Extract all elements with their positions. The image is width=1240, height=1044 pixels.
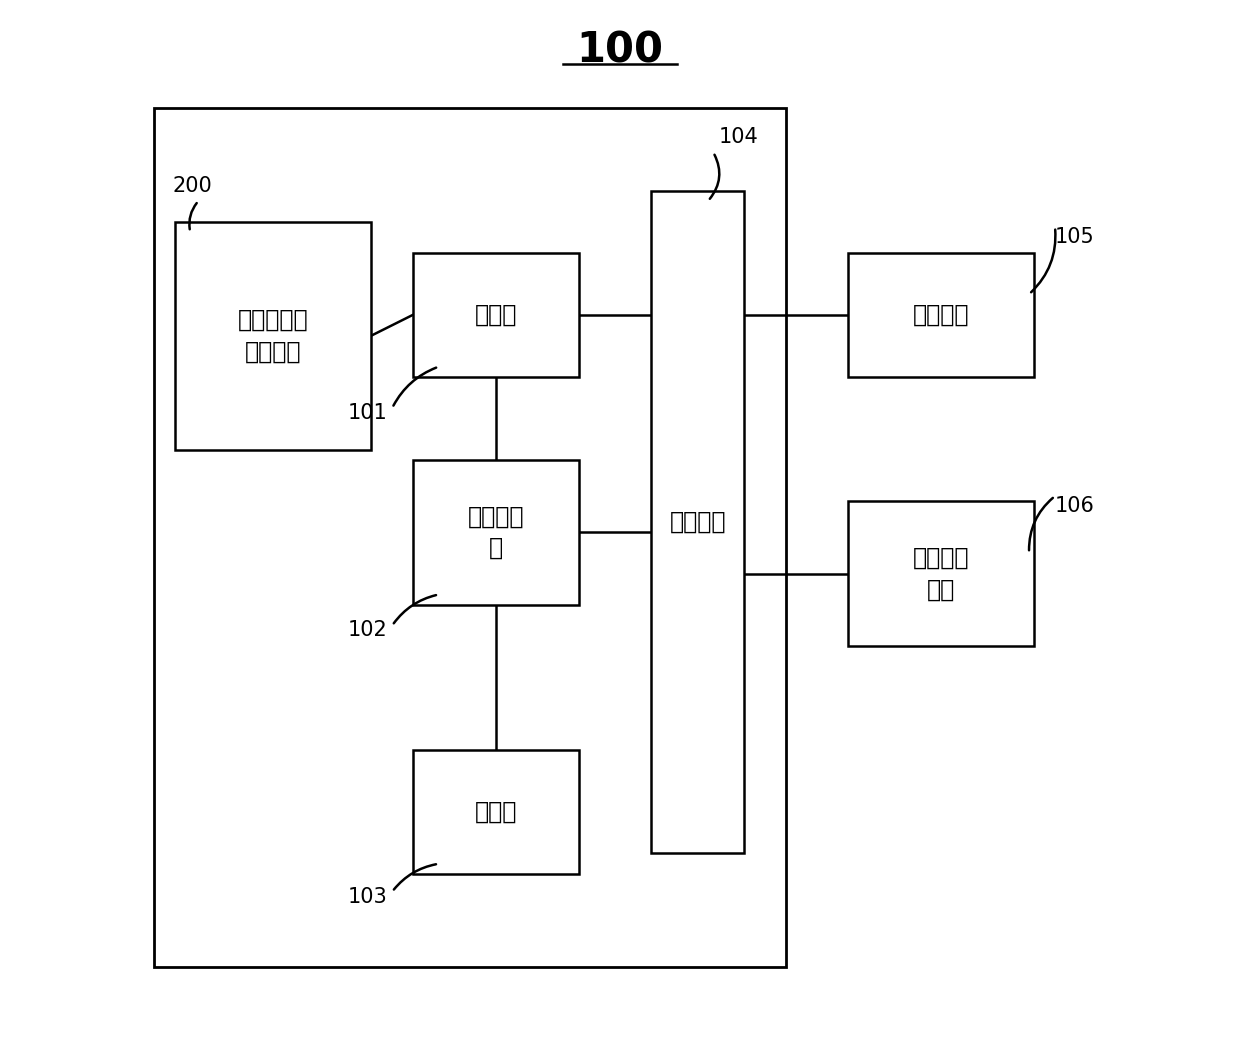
Text: 存储控制
器: 存储控制 器 bbox=[467, 504, 525, 561]
Bar bbox=[848, 253, 1034, 377]
Bar bbox=[413, 459, 579, 604]
Bar bbox=[413, 253, 579, 377]
Text: 显示单元: 显示单元 bbox=[913, 303, 970, 327]
Text: 200: 200 bbox=[172, 175, 212, 196]
Bar bbox=[154, 108, 786, 968]
Text: 104: 104 bbox=[718, 127, 758, 147]
Bar bbox=[175, 221, 372, 450]
Text: 100: 100 bbox=[577, 30, 663, 72]
Text: 101: 101 bbox=[347, 403, 387, 423]
Text: 存储器: 存储器 bbox=[475, 303, 517, 327]
Text: 格式化日志
推送装置: 格式化日志 推送装置 bbox=[238, 308, 309, 363]
Text: 外设接口: 外设接口 bbox=[670, 511, 725, 533]
Text: 输入输出
单元: 输入输出 单元 bbox=[913, 546, 970, 601]
Text: 106: 106 bbox=[1055, 497, 1095, 517]
Bar bbox=[651, 191, 744, 853]
Bar bbox=[413, 750, 579, 874]
Text: 处理器: 处理器 bbox=[475, 800, 517, 824]
Text: 105: 105 bbox=[1055, 228, 1095, 247]
Bar bbox=[848, 501, 1034, 646]
Text: 102: 102 bbox=[347, 620, 387, 640]
Text: 103: 103 bbox=[347, 886, 387, 906]
